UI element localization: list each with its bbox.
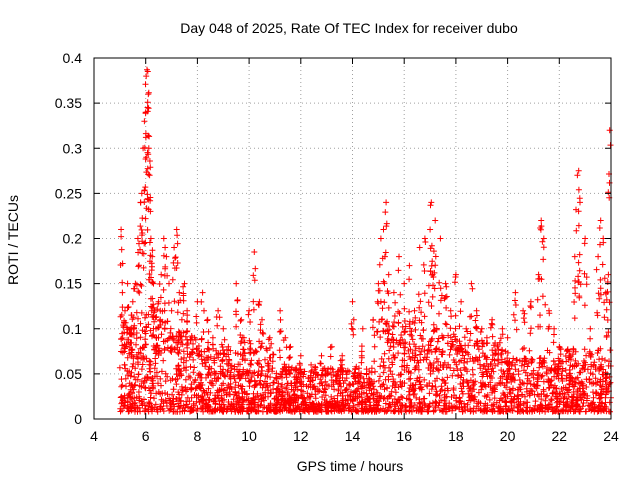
y-axis-label: ROTI / TECUs: [5, 195, 21, 285]
x-tick-label: 20: [500, 428, 516, 444]
x-tick-label: 8: [194, 428, 202, 444]
x-tick-label: 10: [241, 428, 257, 444]
x-tick-label: 18: [448, 428, 464, 444]
x-tick-label: 24: [603, 428, 619, 444]
scatter-markers: [116, 66, 614, 415]
data-points: [116, 66, 614, 415]
y-tick-label: 0.2: [63, 231, 83, 247]
y-tick-label: 0.35: [55, 95, 82, 111]
y-tick-label: 0: [74, 411, 82, 427]
x-tick-label: 4: [90, 428, 98, 444]
x-tick-label: 16: [396, 428, 412, 444]
y-tick-label: 0.15: [55, 276, 82, 292]
y-axis-ticks: 0 0.05 0.1 0.15 0.2 0.25 0.3 0.35 0.4: [55, 50, 611, 427]
x-axis-label: GPS time / hours: [297, 458, 404, 474]
x-tick-label: 6: [142, 428, 150, 444]
y-tick-label: 0.3: [63, 140, 83, 156]
x-tick-label: 22: [552, 428, 568, 444]
chart-title: Day 048 of 2025, Rate Of TEC Index for r…: [180, 20, 518, 36]
x-tick-label: 12: [293, 428, 309, 444]
y-tick-label: 0.25: [55, 185, 82, 201]
x-tick-label: 14: [345, 428, 361, 444]
y-tick-label: 0.1: [63, 321, 83, 337]
x-axis-ticks: 4 6 8 10 12 14 16 18 20 22 24: [90, 58, 619, 444]
y-tick-label: 0.05: [55, 366, 82, 382]
grid-lines: [94, 58, 611, 419]
y-tick-label: 0.4: [63, 50, 83, 66]
